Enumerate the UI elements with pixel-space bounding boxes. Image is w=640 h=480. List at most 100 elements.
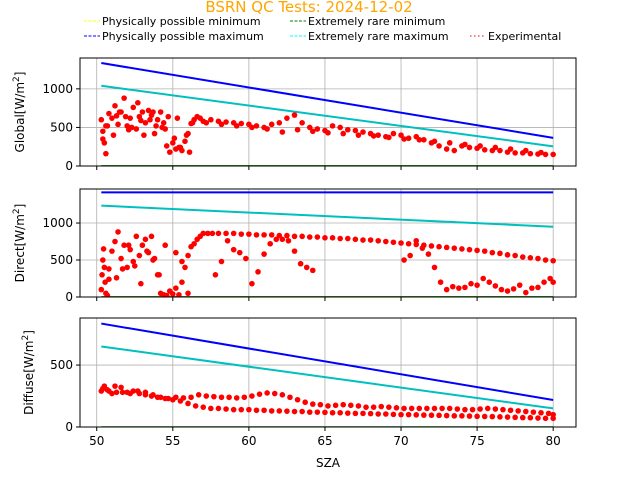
- experimental-point: [112, 103, 118, 109]
- experimental-point: [317, 401, 324, 408]
- experimental-point: [529, 285, 535, 291]
- experimental-point: [173, 394, 179, 401]
- experimental-point: [212, 272, 219, 278]
- experimental-point: [484, 405, 491, 412]
- experimental-point: [344, 235, 351, 242]
- experimental-point: [100, 257, 106, 263]
- experimental-point: [378, 403, 385, 410]
- experimental-point: [462, 406, 468, 413]
- experimental-point: [109, 115, 115, 121]
- experimental-point: [306, 234, 313, 240]
- experimental-point: [421, 136, 427, 143]
- experimental-point: [352, 410, 359, 417]
- experimental-point: [431, 264, 438, 271]
- experimental-point: [480, 275, 486, 282]
- experimental-point: [466, 246, 473, 253]
- experimental-point: [446, 140, 453, 146]
- experimental-point: [486, 279, 493, 286]
- experimental-point: [100, 385, 106, 392]
- experimental-point: [136, 252, 143, 259]
- experimental-point: [113, 389, 120, 396]
- experimental-point: [519, 254, 526, 260]
- experimental-point: [405, 240, 412, 247]
- experimental-point: [285, 237, 292, 244]
- experimental-point: [512, 414, 518, 421]
- experimental-point: [103, 150, 109, 157]
- experimental-point: [294, 126, 301, 133]
- experimental-point: [367, 237, 374, 243]
- experimental-point: [425, 251, 432, 257]
- axes-frame: [79, 188, 577, 298]
- experimental-point: [279, 236, 286, 243]
- experimental-point: [182, 264, 188, 271]
- experimental-point: [176, 291, 182, 297]
- experimental-point: [451, 147, 458, 154]
- experimental-point: [238, 120, 245, 127]
- experimental-point: [492, 406, 499, 412]
- experimental-point: [522, 408, 529, 415]
- experimental-point: [113, 274, 120, 281]
- experimental-point: [355, 403, 362, 409]
- experimental-point: [550, 257, 556, 264]
- experimental-point: [386, 134, 392, 141]
- experimental-point: [238, 406, 245, 413]
- experimental-point: [299, 408, 305, 415]
- experimental-point: [133, 233, 140, 240]
- experimental-point: [355, 132, 362, 138]
- experimental-point: [477, 143, 483, 149]
- experimental-point: [106, 266, 112, 272]
- experimental-point: [192, 403, 199, 409]
- experimental-point: [390, 411, 397, 418]
- experimental-point: [115, 121, 121, 128]
- experimental-point: [443, 286, 450, 293]
- experimental-point: [99, 272, 105, 278]
- experimental-point: [268, 408, 275, 414]
- experimental-point: [104, 123, 111, 129]
- experimental-point: [451, 413, 458, 419]
- experimental-point: [408, 405, 415, 412]
- experimental-point: [171, 135, 178, 142]
- experimental-point: [390, 130, 397, 137]
- x-tick-label: 75: [469, 434, 484, 448]
- experimental-point: [116, 109, 123, 115]
- experimental-point: [224, 237, 231, 244]
- experimental-point: [474, 247, 480, 254]
- experimental-point: [150, 257, 156, 263]
- experimental-point: [294, 396, 301, 403]
- experimental-point: [314, 126, 321, 132]
- experimental-point: [481, 248, 488, 254]
- experimental-point: [413, 237, 420, 244]
- experimental-point: [179, 258, 185, 265]
- experimental-point: [121, 95, 127, 101]
- experimental-point: [291, 408, 298, 415]
- experimental-point: [489, 249, 496, 256]
- experimental-point: [273, 236, 280, 243]
- experimental-point: [466, 144, 473, 151]
- experimental-point: [325, 403, 331, 409]
- x-tick-label: 60: [241, 434, 256, 448]
- experimental-point: [154, 116, 161, 123]
- experimental-point: [309, 267, 316, 274]
- experimental-point: [127, 115, 134, 121]
- experimental-point: [284, 232, 290, 239]
- experimental-point: [322, 235, 328, 241]
- experimental-point: [401, 257, 407, 263]
- axes-frame: [79, 317, 577, 428]
- experimental-point: [291, 248, 298, 254]
- experimental-point: [218, 258, 225, 265]
- experimental-point: [515, 408, 521, 414]
- experimental-point: [279, 391, 286, 398]
- experimental-point: [208, 116, 214, 123]
- experimental-point: [255, 269, 261, 275]
- experimental-point: [100, 128, 106, 135]
- experimental-point: [542, 257, 549, 263]
- experimental-point: [424, 405, 430, 412]
- experimental-point: [446, 405, 453, 412]
- experimental-point: [130, 104, 137, 111]
- experimental-point: [401, 405, 407, 412]
- experimental-point: [405, 411, 412, 418]
- experimental-point: [264, 126, 270, 132]
- experimental-point: [436, 143, 442, 149]
- experimental-point: [504, 288, 511, 294]
- experimental-point: [428, 412, 435, 419]
